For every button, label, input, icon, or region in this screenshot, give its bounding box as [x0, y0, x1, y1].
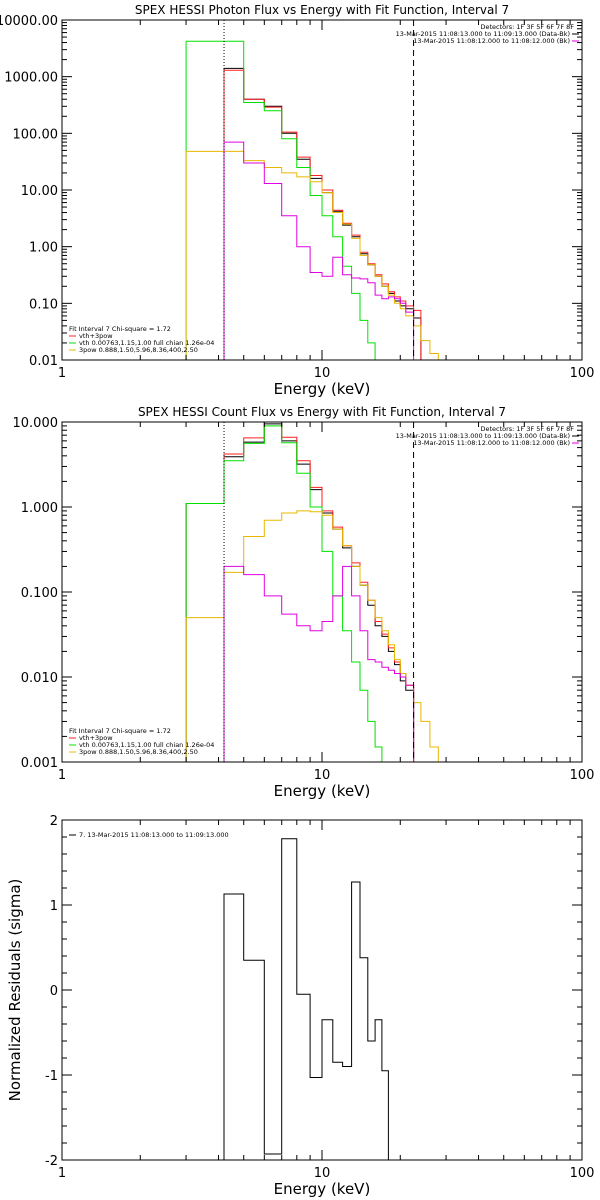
info-line: 13-Mar-2015 11:08:12.000 to 11:08:12.000… — [413, 439, 570, 447]
legend: Fit Interval 7 Chi-square = 1.72vth+3pow… — [69, 325, 214, 354]
y-tick-label: 1.00 — [29, 241, 58, 256]
legend-entry: Fit Interval 7 Chi-square = 1.72 — [69, 325, 171, 333]
x-tick-label: 10 — [314, 768, 331, 783]
series-vth-3pow — [223, 69, 422, 360]
x-tick-label: 1 — [58, 768, 66, 783]
y-tick-label: 0.01 — [29, 354, 58, 369]
legend-entry: vth 0.00763,1.15,1.00 full chian 1.26e-0… — [79, 339, 214, 347]
series-data — [185, 423, 415, 762]
y-tick-label: 1 — [50, 899, 58, 914]
x-tick-label: 1 — [58, 366, 66, 381]
y-tick-label: 1000.00 — [4, 71, 58, 86]
plot-frame — [61, 421, 583, 763]
legend: Fit Interval 7 Chi-square = 1.72vth+3pow… — [69, 727, 214, 756]
y-tick-label: 0.010 — [21, 671, 58, 686]
x-axis: 1 10 100 — [58, 820, 595, 1181]
info-line: 13-Mar-2015 11:08:13.000 to 11:09:13.000… — [396, 30, 570, 38]
x-tick-label: 100 — [570, 1166, 595, 1181]
series-data — [223, 67, 422, 360]
chart-title: SPEX HESSI Photon Flux vs Energy with Fi… — [135, 3, 509, 17]
series-vth-3pow — [185, 422, 415, 762]
legend-entry: vth+3pow — [79, 332, 113, 340]
x-axis-label: Energy (keV) — [274, 1180, 371, 1198]
y-tick-label: -1 — [45, 1069, 58, 1084]
series-group — [185, 40, 439, 360]
legend-entry: 7. 13-Mar-2015 11:08:13.000 to 11:09:13.… — [79, 831, 229, 839]
info-line: 13-Mar-2015 11:08:13.000 to 11:09:13.000… — [396, 432, 570, 440]
y-axis: 2 1 0 -1 -2 — [45, 814, 582, 1169]
series-magenta — [223, 141, 415, 360]
legend-entry: 3pow 0.888,1.50,5.96,8.36,400,2.50 — [79, 346, 198, 354]
y-tick-label: 0.100 — [21, 586, 58, 601]
y-axis: 10.000 1.000 0.100 0.010 0.001 — [13, 416, 582, 771]
series-vth — [185, 40, 376, 360]
legend-entry: Fit Interval 7 Chi-square = 1.72 — [69, 727, 171, 735]
y-tick-label: 0.10 — [29, 297, 58, 312]
y-tick-label: -2 — [45, 1154, 58, 1169]
legend-entry: vth 0.00763,1.15,1.00 full chian 1.26e-0… — [79, 741, 214, 749]
legend: 7. 13-Mar-2015 11:08:13.000 to 11:09:13.… — [69, 831, 229, 839]
y-tick-label: 10.000 — [13, 416, 59, 431]
y-tick-label: 0.001 — [21, 756, 58, 771]
y-tick-label: 100.00 — [13, 127, 59, 142]
photon-flux-panel: SPEX HESSI Photon Flux vs Energy with Fi… — [0, 3, 594, 398]
x-tick-label: 10 — [314, 366, 331, 381]
x-tick-label: 1 — [58, 1166, 66, 1181]
info-block: Detectors: 1F 3F 5F 6F 7F 8F13-Mar-2015 … — [396, 23, 579, 45]
y-tick-label: 1.000 — [21, 501, 58, 516]
info-block: Detectors: 1F 3F 5F 6F 7F 8F13-Mar-2015 … — [396, 425, 579, 447]
y-axis-label: Normalized Residuals (sigma) — [6, 879, 24, 1102]
info-line: Detectors: 1F 3F 5F 6F 7F 8F — [480, 23, 574, 31]
plot-frame — [61, 819, 583, 1161]
series-group — [223, 838, 389, 1160]
series-3pow — [185, 150, 439, 360]
legend-entry: 3pow 0.888,1.50,5.96,8.36,400,2.50 — [79, 748, 198, 756]
chart-title: SPEX HESSI Count Flux vs Energy with Fit… — [138, 405, 506, 419]
x-axis-label: Energy (keV) — [274, 782, 371, 800]
series-group — [185, 422, 439, 762]
y-tick-label: 2 — [50, 814, 58, 829]
info-line: Detectors: 1F 3F 5F 6F 7F 8F — [480, 425, 574, 433]
x-tick-label: 100 — [570, 366, 595, 381]
x-axis-label: Energy (keV) — [274, 380, 371, 398]
x-axis: 1 10 100 — [58, 20, 595, 381]
y-tick-label: 10.00 — [21, 184, 58, 199]
x-tick-label: 100 — [570, 768, 595, 783]
y-tick-label: 0 — [50, 984, 58, 999]
legend-entry: vth+3pow — [79, 734, 113, 742]
series-vth — [185, 425, 383, 762]
count-flux-panel: SPEX HESSI Count Flux vs Energy with Fit… — [13, 405, 595, 800]
info-line: 13-Mar-2015 11:08:12.000 to 11:08:12.000… — [413, 37, 570, 45]
series-magenta — [223, 565, 415, 762]
y-tick-label: 10000.00 — [0, 14, 58, 29]
series-residuals — [223, 838, 389, 1160]
x-tick-label: 10 — [314, 1166, 331, 1181]
y-axis: 10000.00 1000.00 100.00 10.00 1.00 0.10 0.01 — [0, 14, 582, 369]
